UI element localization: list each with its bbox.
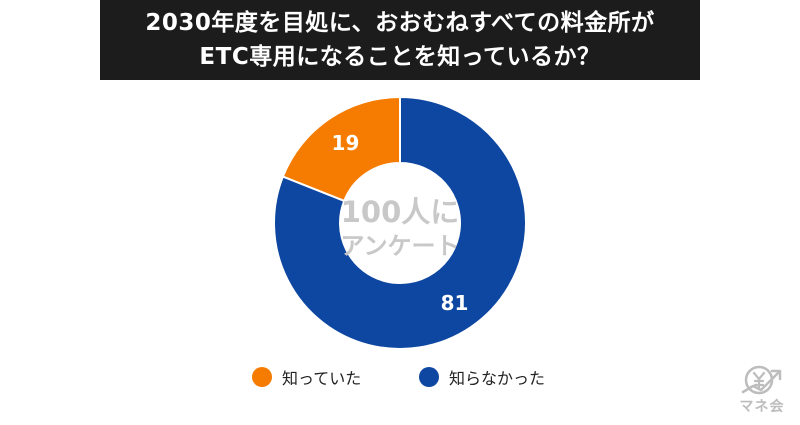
legend-label-known: 知っていた [282, 369, 362, 388]
legend-label-unknown: 知らなかった [449, 369, 546, 388]
yen-growth-icon [741, 365, 782, 395]
center-label-line1: 100人に [341, 195, 460, 229]
chart-title-line2: ETC専用になることを知っているか？ [199, 44, 601, 70]
donut-slice-1 [281, 95, 401, 203]
center-label-line2: アンケート [340, 232, 459, 260]
legend-swatch-unknown [419, 367, 439, 387]
donut-value-label-1: 19 [332, 131, 360, 155]
legend-item-unknown: 知らなかった [419, 365, 545, 389]
logo-text: マネ会 [739, 399, 785, 415]
legend-item-known: 知っていた [252, 365, 361, 389]
donut-slices [273, 95, 527, 350]
donut-value-label-2: 81 [441, 291, 469, 315]
chart-title-line1: 2030年度を目処に、おおむねすべての料金所が [145, 10, 655, 36]
donut-slice-2 [273, 95, 527, 350]
legend-swatch-known [252, 367, 272, 387]
chart-title: 2030年度を目処に、おおむねすべての料金所が ETC専用になることを知っている… [100, 0, 700, 80]
mane-kai-logo: マネ会 [731, 362, 793, 420]
